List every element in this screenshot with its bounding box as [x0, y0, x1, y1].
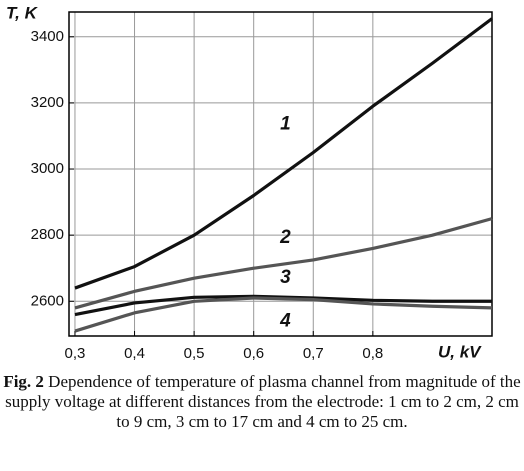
y-tick-label: 3200: [31, 94, 64, 111]
series-label: 4: [279, 311, 291, 332]
series-label: 1: [280, 114, 291, 135]
caption-label: Fig. 2: [3, 372, 44, 391]
x-tick-label: 0,4: [124, 345, 145, 362]
x-tick-label: 0,7: [303, 345, 324, 362]
caption: Fig. 2 Dependence of temperature of plas…: [0, 372, 524, 432]
line-series: [74, 17, 493, 290]
x-tick-label: 0,5: [184, 345, 205, 362]
y-tick-label: 3000: [31, 160, 64, 177]
x-tick-label: 0,8: [362, 345, 383, 362]
line-series: [74, 296, 493, 333]
plot-frame: [68, 11, 493, 337]
series-label: 2: [279, 227, 291, 248]
y-tick-label: 2800: [31, 226, 64, 243]
line-series: [74, 217, 493, 310]
y-tick-label: 2600: [31, 292, 64, 309]
series-label: 3: [280, 267, 291, 288]
y-axis-label: T, K: [6, 3, 39, 22]
chart: T, K U, kV 2600 2800 3000 3200 3400 0,3 0,4 0,5…: [6, 3, 493, 362]
line-series: [74, 294, 492, 317]
y-tick-label: 3400: [31, 28, 64, 45]
x-axis-label: U, kV: [438, 342, 482, 361]
x-tick-label: 0,6: [243, 345, 264, 362]
caption-text: Dependence of temperature of plasma chan…: [5, 372, 521, 431]
x-tick-label: 0,3: [65, 345, 86, 362]
